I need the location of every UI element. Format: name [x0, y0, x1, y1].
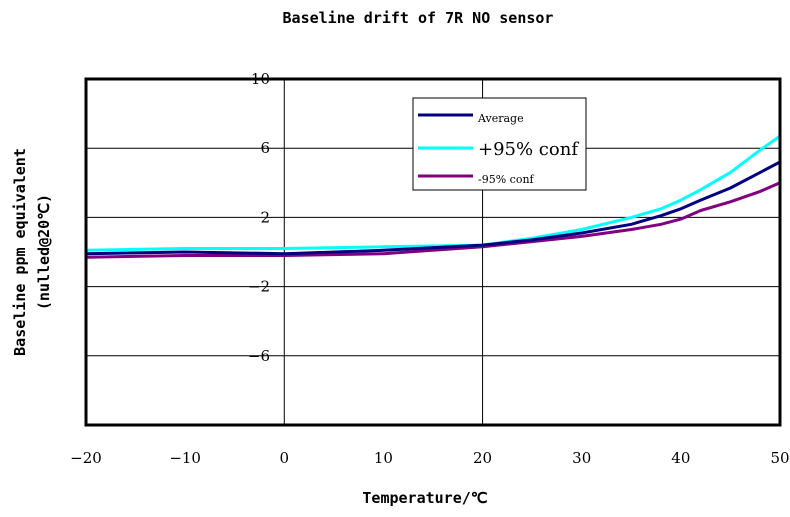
legend: Average +95% conf -95% conf [412, 97, 587, 191]
x-tick-label: 50 [770, 449, 789, 467]
y-tick-labels: 10 6 2 −2 −6 [248, 70, 270, 365]
series-line-average [85, 160, 781, 256]
x-tick-label: 0 [280, 449, 290, 467]
x-tick-labels: −20 −10 0 10 20 30 40 50 [70, 449, 789, 467]
y-tick-label: −6 [248, 347, 270, 365]
y-tick-label: −2 [248, 278, 270, 296]
y-tick-label: 2 [260, 208, 270, 226]
x-tick-label: 40 [671, 449, 690, 467]
chart-title: Baseline drift of 7R NO sensor [283, 9, 554, 27]
legend-label-minus95: -95% conf [478, 173, 535, 186]
x-tick-label: −10 [169, 449, 201, 467]
series-line-minus95 [85, 181, 781, 259]
y-axis-label-line2: (nulled@20℃) [35, 194, 53, 310]
x-tick-label: 20 [473, 449, 492, 467]
y-tick-label: 6 [260, 139, 270, 157]
y-tick-label: 10 [251, 70, 270, 88]
legend-label-average: Average [477, 112, 524, 125]
x-tick-label: 10 [374, 449, 393, 467]
x-tick-label: 30 [572, 449, 591, 467]
plot-frame [84, 77, 782, 427]
series-line-plus95 [85, 134, 781, 252]
legend-label-plus95: +95% conf [478, 139, 579, 160]
series-group [85, 134, 781, 259]
x-axis-label: Temperature/℃ [362, 489, 487, 507]
x-tick-label: −20 [70, 449, 102, 467]
y-axis-label-line1: Baseline ppm equivalent [11, 148, 29, 356]
